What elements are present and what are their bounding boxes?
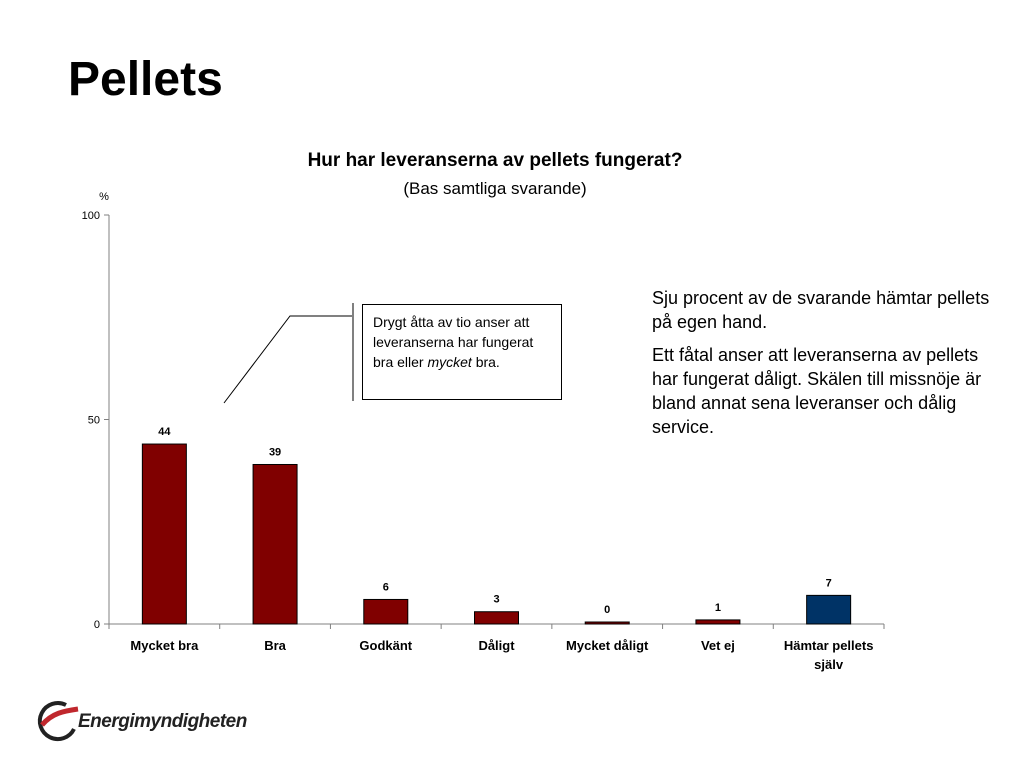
bar-0 [141,443,187,625]
bar-6 [806,594,852,625]
data-label: 0 [604,604,610,616]
category-label: Bra [264,638,286,653]
category-label: Mycket bra [130,638,199,653]
category-label: Dåligt [478,638,515,653]
data-label: 44 [158,426,171,438]
callout-connector [223,315,352,404]
chart-title: Hur har leveranserna av pellets fungerat… [307,150,683,171]
logo-text: Energimyndigheten [78,711,247,732]
category-label: Mycket dåligt [566,638,649,653]
callout-text-end: bra. [471,354,500,370]
chart-subtitle: (Bas samtliga svarande) [403,179,587,198]
category-label: Godkänt [359,638,412,653]
y-tick-label: 50 [88,415,100,427]
callout-box: Drygt åtta av tio anser att leveranserna… [362,304,562,400]
category-label: Vet ej [701,638,735,653]
data-label: 7 [826,577,832,589]
data-label: 6 [383,581,389,593]
side-paragraph-2: Ett fåtal anser att leveranserna av pell… [652,345,982,437]
bar-5 [695,619,741,625]
category-label: Hämtar pellets [784,638,874,653]
callout-text: Drygt åtta av tio anser att leveranserna… [373,314,534,370]
slide-title: Pellets [68,53,223,106]
side-commentary: Sju procent av de svarande hämtar pellet… [652,286,992,448]
data-label: 3 [493,594,499,606]
y-tick-label: 0 [94,619,100,631]
side-paragraph-1: Sju procent av de svarande hämtar pellet… [652,288,990,332]
y-axis-unit: % [99,191,109,203]
category-label: själv [814,657,844,672]
energimyndigheten-logo-icon [37,701,79,742]
bar-1 [252,463,298,625]
y-tick-label: 100 [82,210,100,222]
data-label: 39 [269,446,281,458]
bar-4 [584,621,630,625]
bar-3 [474,611,519,625]
data-label: 1 [715,602,721,614]
bar-2 [363,598,409,625]
callout-emphasis: mycket [427,354,472,370]
logo: Energimyndigheten [36,699,247,743]
